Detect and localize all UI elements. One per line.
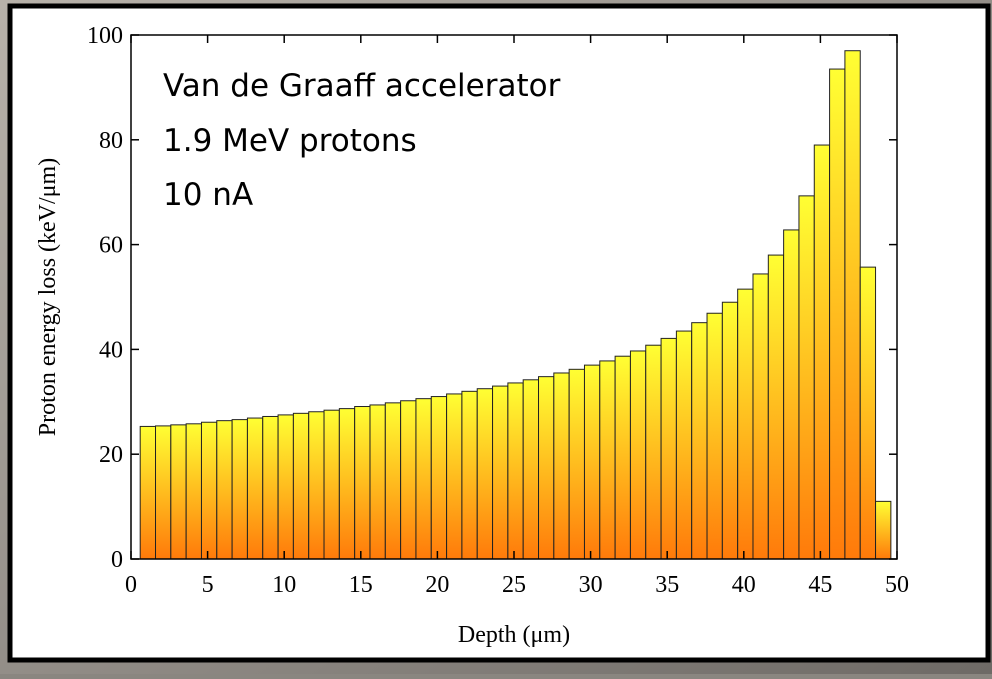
bar [767, 254, 785, 560]
bar [200, 421, 218, 560]
bar [721, 301, 739, 560]
x-tick-label: 30 [579, 572, 603, 598]
bar [875, 500, 892, 560]
bar [538, 376, 555, 560]
x-tick-label: 0 [125, 572, 137, 598]
y-tick-label: 40 [99, 337, 123, 363]
bar [783, 229, 800, 560]
annotation: 1.9 MeV protons [163, 123, 417, 159]
bar [400, 400, 417, 560]
bar [338, 408, 356, 560]
y-tick-label: 60 [99, 233, 123, 259]
bar [476, 388, 494, 560]
bar [492, 385, 509, 560]
x-tick-label: 35 [655, 572, 679, 598]
bar [262, 415, 279, 560]
bar [216, 420, 233, 560]
x-axis-label: Depth (μm) [458, 622, 570, 648]
bar [599, 360, 616, 560]
bar [384, 402, 402, 560]
annotation: Van de Graaff accelerator [163, 68, 561, 104]
bar [829, 68, 846, 560]
bar [614, 355, 631, 560]
bar [752, 273, 769, 560]
bar [446, 393, 463, 560]
y-tick-label: 20 [99, 442, 123, 468]
bar [522, 379, 540, 560]
bar [354, 406, 371, 560]
bar [813, 144, 831, 560]
bar [231, 419, 248, 560]
bar [507, 382, 524, 560]
annotation: 10 nA [163, 177, 253, 213]
x-tick-label: 50 [885, 572, 909, 598]
bar [568, 368, 585, 560]
bar [323, 409, 340, 560]
bar [155, 425, 172, 560]
bar [859, 266, 877, 560]
bar [583, 364, 601, 560]
bar [737, 288, 754, 560]
x-tick-label: 45 [808, 572, 832, 598]
y-axis-label: Proton energy loss (keV/μm) [35, 158, 61, 436]
bar [246, 417, 264, 560]
x-tick-label: 40 [732, 572, 756, 598]
bar [675, 330, 693, 560]
x-tick-label: 5 [202, 572, 214, 598]
bar [706, 312, 723, 560]
bar [277, 414, 294, 560]
bar [461, 390, 478, 560]
bar [139, 425, 157, 560]
bar [844, 50, 861, 560]
bar [415, 398, 432, 560]
plot: 0 5 10 15 20 25 30 35 40 45 50 0 20 40 60 80 100 [87, 23, 909, 598]
bar [645, 344, 662, 560]
x-tick-label: 10 [272, 572, 296, 598]
bar [308, 411, 325, 560]
x-tick-label: 15 [349, 572, 373, 598]
bar [185, 423, 202, 560]
bar [660, 337, 677, 560]
y-tick-label: 0 [111, 547, 123, 573]
bar [691, 322, 708, 560]
bar [369, 404, 386, 560]
bar [629, 350, 647, 560]
x-tick-label: 25 [502, 572, 526, 598]
y-tick-label: 80 [99, 128, 123, 154]
bar [553, 372, 570, 560]
bar [430, 396, 448, 560]
bar [292, 412, 310, 560]
bar [170, 424, 187, 560]
bar [798, 195, 815, 560]
y-tick-label: 100 [87, 23, 123, 49]
x-tick-label: 20 [425, 572, 449, 598]
